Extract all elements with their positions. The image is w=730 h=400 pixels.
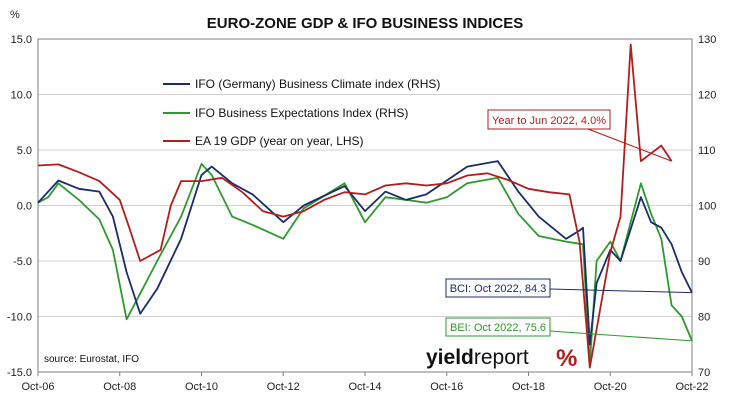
legend-label-bci: IFO (Germany) Business Climate index (RH… xyxy=(195,77,440,91)
left-axis-ticks: 15.0 10.0 5.0 0.0 -5.0 -10.0 -15.0 xyxy=(7,34,32,379)
right-tick-label: 110 xyxy=(698,145,716,157)
left-tick-label: 15.0 xyxy=(11,34,32,46)
x-tick-label: Oct-06 xyxy=(21,381,54,393)
right-tick-label: 100 xyxy=(698,201,716,213)
left-tick-label: -15.0 xyxy=(7,367,32,379)
series-line-1 xyxy=(37,163,693,365)
brand-part-1: yield xyxy=(426,346,474,369)
legend: IFO (Germany) Business Climate index (RH… xyxy=(163,77,440,148)
source-note: source: Eurostat, IFO xyxy=(44,354,139,365)
callout-leader-line xyxy=(549,288,693,294)
left-tick-label: 10.0 xyxy=(11,90,32,102)
callout-bei-box xyxy=(445,317,551,337)
left-tick-label: -5.0 xyxy=(13,256,32,268)
brand-part-2: report xyxy=(474,346,529,369)
right-tick-label: 90 xyxy=(698,256,710,268)
brand-percent-mark: % xyxy=(556,345,577,372)
right-tick-label: 130 xyxy=(698,34,716,46)
chart-title: EURO-ZONE GDP & IFO BUSINESS INDICES xyxy=(207,15,523,32)
right-tick-label: 120 xyxy=(698,90,716,102)
left-tick-label: -10.0 xyxy=(7,312,32,324)
x-tick-label: Oct-18 xyxy=(512,381,545,393)
callout-leader-line xyxy=(549,330,693,342)
callout-bei-text: BEI: Oct 2022, 75.6 xyxy=(450,322,546,334)
callout-gdp-text: Year to Jun 2022, 4.0% xyxy=(492,115,606,127)
x-tick-label: Oct-14 xyxy=(348,381,381,393)
left-tick-label: 5.0 xyxy=(17,145,32,157)
grid-lines xyxy=(38,94,692,317)
x-tick-label: Oct-12 xyxy=(267,381,300,393)
left-tick-label: 0.0 xyxy=(17,201,32,213)
callout-bci: BCI: Oct 2022, 84.3 xyxy=(445,278,551,298)
x-tick-label: Oct-20 xyxy=(594,381,627,393)
legend-label-bei: IFO Business Expectations Index (RHS) xyxy=(195,106,408,120)
plot-frame xyxy=(37,38,693,373)
right-tick-label: 80 xyxy=(698,312,710,324)
series-line-2 xyxy=(37,43,673,369)
series-line-0 xyxy=(37,160,693,346)
callout-bci-box xyxy=(445,278,551,298)
series-lines xyxy=(37,43,693,369)
brand-wordmark: yieldreport xyxy=(426,346,529,369)
x-tick-label: Oct-16 xyxy=(430,381,463,393)
legend-label-gdp: EA 19 GDP (year on year, LHS) xyxy=(195,134,364,148)
brand-logo: yieldreport % xyxy=(426,345,577,372)
x-axis-ticks: Oct-06 Oct-08 Oct-10 Oct-12 Oct-14 Oct-16 Oct-… xyxy=(21,372,709,393)
callout-leader-line xyxy=(587,128,672,162)
x-tick-label: Oct-10 xyxy=(185,381,218,393)
callout-leaders xyxy=(549,128,693,342)
callout-bei: BEI: Oct 2022, 75.6 xyxy=(445,317,551,337)
callout-bci-text: BCI: Oct 2022, 84.3 xyxy=(450,283,547,295)
x-tick-label: Oct-22 xyxy=(675,381,708,393)
callout-gdp: Year to Jun 2022, 4.0% xyxy=(487,109,611,130)
right-axis-ticks: 130 120 110 100 90 80 70 xyxy=(698,34,716,379)
left-axis-unit: % xyxy=(10,9,20,21)
callout-gdp-box xyxy=(487,109,611,130)
x-tick-label: Oct-08 xyxy=(103,381,136,393)
right-tick-label: 70 xyxy=(698,367,710,379)
